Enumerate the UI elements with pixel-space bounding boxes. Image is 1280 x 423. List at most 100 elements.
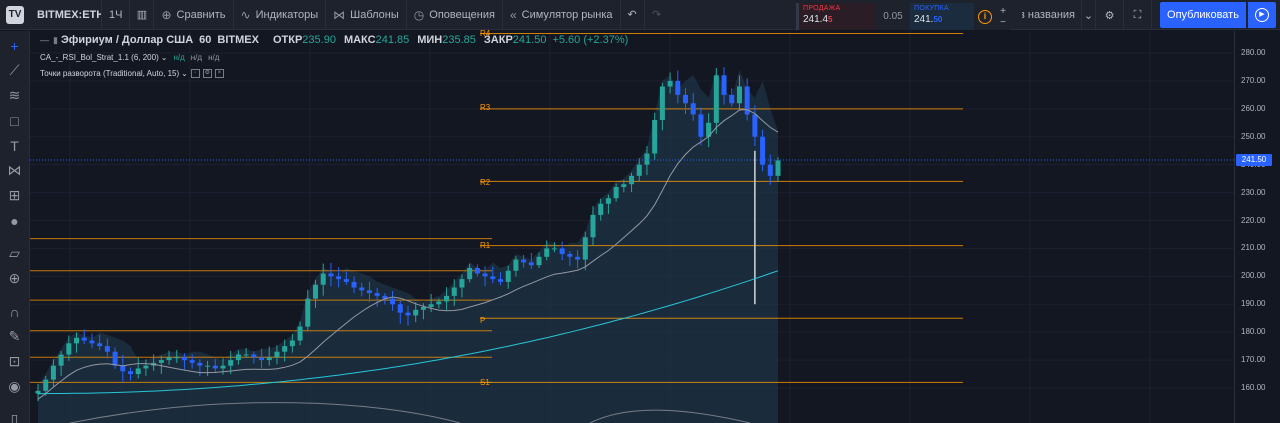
alarm-clock-icon: ◷ bbox=[413, 7, 425, 22]
candle-body bbox=[652, 120, 658, 154]
indicator-legend-rsi[interactable]: CA_-_RSI_Bol_Strat_1.1 (6, 200) ⌄ н/д н/… bbox=[40, 49, 628, 65]
price-tick-label: 260.00 bbox=[1241, 103, 1266, 113]
candle-body bbox=[143, 365, 149, 369]
pivot-label-p: P bbox=[480, 316, 486, 325]
flag-icon: ▮ bbox=[53, 34, 58, 45]
chevron-down-icon[interactable]: ⌄ bbox=[160, 52, 168, 62]
fullscreen-button[interactable]: ⛶ bbox=[1124, 0, 1152, 30]
undo-button[interactable]: ↶ bbox=[621, 0, 645, 30]
price-tick-label: 250.00 bbox=[1241, 131, 1266, 141]
hide-drawings-tool[interactable]: ◉ bbox=[0, 374, 29, 399]
templates-button[interactable]: ⋈ Шаблоны bbox=[326, 0, 407, 30]
candle-body bbox=[390, 298, 396, 305]
chart-style-button[interactable]: ▥ bbox=[130, 0, 155, 30]
trade-panel: ПРОДАЖА 241.45 0.05 ПОКУПКА 241.50 i + − bbox=[796, 3, 1016, 30]
icons-icon: ● bbox=[10, 212, 19, 229]
price-chart[interactable] bbox=[30, 31, 1234, 423]
sell-label: ПРОДАЖА bbox=[803, 5, 841, 12]
prediction-tool[interactable]: ⊞ bbox=[0, 183, 29, 208]
candle-body bbox=[212, 365, 218, 369]
quantity-stepper[interactable]: + − bbox=[996, 3, 1010, 30]
candle-body bbox=[351, 281, 357, 288]
publish-button[interactable]: Опубликовать bbox=[1160, 2, 1246, 28]
icons-tool[interactable]: ● bbox=[0, 208, 29, 233]
candle-body bbox=[513, 259, 519, 271]
candle-body bbox=[605, 198, 611, 204]
gear-icon[interactable]: ⚙ bbox=[202, 68, 212, 78]
candle-body bbox=[336, 276, 342, 280]
text-tool[interactable]: T bbox=[0, 133, 29, 158]
close-icon[interactable]: × bbox=[214, 68, 224, 78]
candle-body bbox=[243, 354, 249, 356]
settings-button[interactable]: ⚙ bbox=[1096, 0, 1124, 30]
stay-in-drawing-tool[interactable]: ✎ bbox=[0, 324, 29, 349]
magnet-tool[interactable]: ∩ bbox=[0, 299, 29, 324]
logo[interactable]: TV bbox=[0, 0, 30, 30]
chevron-down-icon[interactable]: ⌄ bbox=[181, 68, 188, 78]
candle-body bbox=[97, 343, 103, 347]
alerts-button[interactable]: ◷ Оповещения bbox=[407, 0, 503, 30]
candle-body bbox=[644, 153, 650, 165]
zoom-icon: ⊕ bbox=[8, 270, 21, 286]
trend-line-icon: ⟋ bbox=[9, 62, 20, 78]
symbol-search-button[interactable]: BITMEX:ETH bbox=[30, 0, 102, 30]
compare-label: Сравнить bbox=[176, 8, 226, 21]
candle-body bbox=[89, 340, 95, 344]
indicator-name: Точки разворота (Traditional, Auto, 15) bbox=[40, 68, 180, 78]
candle-body bbox=[413, 309, 419, 316]
pattern-tool[interactable]: ⋈ bbox=[0, 158, 29, 183]
candle-body bbox=[289, 340, 295, 347]
candles bbox=[35, 67, 781, 402]
trend-line-tool[interactable]: ⟋ bbox=[0, 58, 29, 83]
crosshair-tool[interactable]: + bbox=[0, 33, 29, 58]
sell-button[interactable]: ПРОДАЖА 241.45 bbox=[796, 3, 876, 30]
low-value: 235.85 bbox=[442, 34, 476, 46]
candle-body bbox=[43, 379, 49, 391]
candle-body bbox=[328, 273, 334, 277]
drawing-toolbar: + ⟋ ≋ □ T ⋈ ⊞ ● ▱ ⊕ ∩ ✎ ⊡ ◉ ▯ bbox=[0, 31, 30, 423]
pivot-label-r2: R2 bbox=[480, 178, 491, 187]
buy-button[interactable]: ПОКУПКА 241.50 bbox=[910, 3, 974, 30]
candles-icon: ▥ bbox=[136, 9, 148, 21]
indicator-legend-pivots[interactable]: Точки разворота (Traditional, Auto, 15) … bbox=[40, 65, 628, 81]
candle-body bbox=[613, 187, 619, 199]
symbol-exchange: BITMEX bbox=[217, 34, 259, 46]
collapse-icon[interactable]: — bbox=[40, 35, 49, 45]
shapes-tool[interactable]: □ bbox=[0, 108, 29, 133]
interval-button[interactable]: 1Ч bbox=[102, 0, 131, 30]
redo-button[interactable]: ↷ bbox=[645, 0, 669, 30]
candle-body bbox=[536, 256, 542, 266]
candle-body bbox=[459, 279, 465, 288]
lock-tool[interactable]: ⊡ bbox=[0, 349, 29, 374]
info-button[interactable]: i bbox=[974, 3, 996, 30]
low-label: МИН bbox=[417, 34, 443, 46]
layout-name-button[interactable]: Без названия bbox=[1022, 0, 1082, 30]
indicators-button[interactable]: ∿ Индикаторы bbox=[234, 0, 327, 30]
buy-label: ПОКУПКА bbox=[914, 5, 949, 12]
candle-body bbox=[690, 103, 696, 115]
remove-drawings-tool[interactable]: ▯ bbox=[0, 407, 29, 423]
chart-legend: — ▮ Эфириум / Доллар США 60 BITMEX ОТКР 2… bbox=[40, 33, 628, 81]
price-axis[interactable]: 280.00270.00260.00250.00240.00230.00220.… bbox=[1234, 31, 1280, 423]
magnet-icon: ∩ bbox=[9, 303, 20, 320]
candle-body bbox=[528, 262, 534, 266]
candle-body bbox=[544, 248, 550, 257]
zoom-tool[interactable]: ⊕ bbox=[0, 266, 29, 291]
candle-body bbox=[698, 114, 704, 137]
publish-menu-button[interactable]: ▶ bbox=[1248, 2, 1276, 28]
candle-body bbox=[366, 290, 372, 294]
open-value: 235.90 bbox=[302, 34, 336, 46]
high-label: МАКС bbox=[343, 34, 376, 46]
candle-body bbox=[505, 270, 511, 282]
eye-icon[interactable]: ◦ bbox=[190, 68, 200, 78]
symbol-legend: — ▮ Эфириум / Доллар США 60 BITMEX ОТКР 2… bbox=[40, 33, 628, 47]
compare-button[interactable]: ⊕ Сравнить bbox=[154, 0, 234, 30]
layout-menu-button[interactable]: ⌄ bbox=[1082, 0, 1096, 30]
price-tick-label: 170.00 bbox=[1241, 355, 1266, 365]
layout-name: Без названия bbox=[1022, 9, 1075, 21]
candle-body bbox=[58, 354, 64, 366]
replay-button[interactable]: « Симулятор рынка bbox=[503, 0, 621, 30]
ruler-tool[interactable]: ▱ bbox=[0, 241, 29, 266]
fib-tool[interactable]: ≋ bbox=[0, 83, 29, 108]
minus-icon: − bbox=[1000, 16, 1006, 28]
